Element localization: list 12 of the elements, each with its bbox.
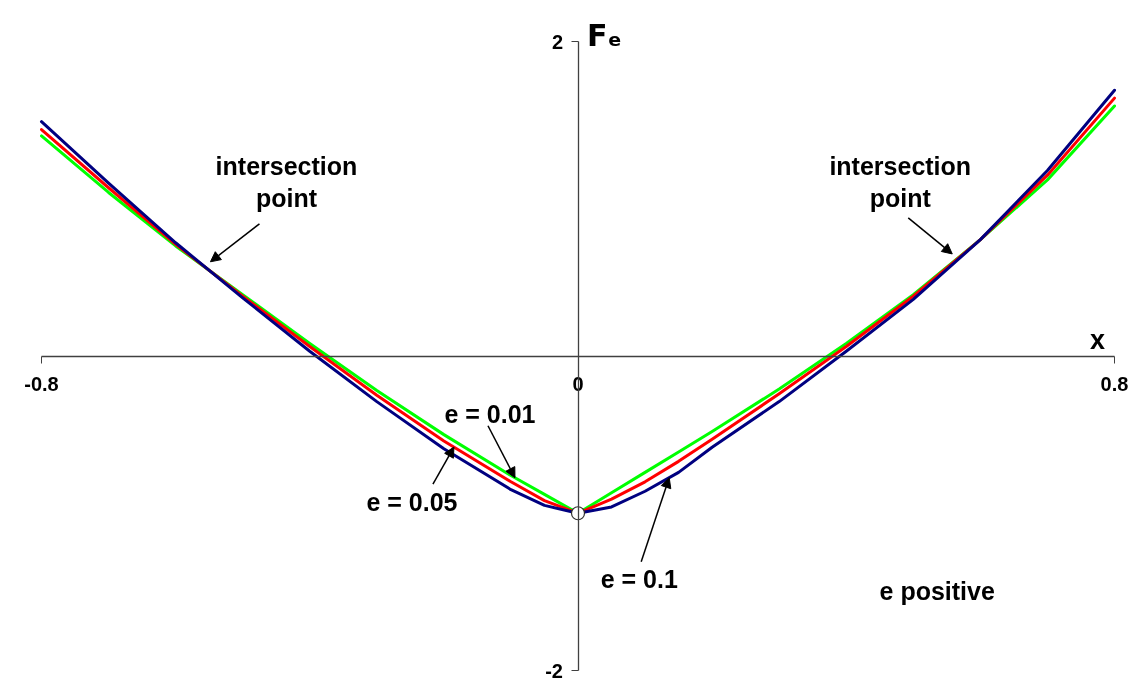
annotation: e positive [879, 576, 995, 605]
text: e = 0.1 [600, 564, 678, 593]
annotation: intersection point [215, 151, 358, 212]
x-tick-label: 0.8 [1100, 373, 1129, 395]
x-tick-label: -0.8 [24, 373, 59, 395]
series-label: e = 0.01 [444, 399, 536, 428]
annotation: intersection point [829, 151, 972, 213]
y-tick-label: 2 [551, 30, 563, 53]
series-label: e = 0.05 [366, 488, 458, 517]
y-axis-title: Fₑ [587, 18, 622, 53]
x-axis-title: x [1089, 325, 1106, 355]
y-tick-label: -2 [545, 659, 564, 682]
